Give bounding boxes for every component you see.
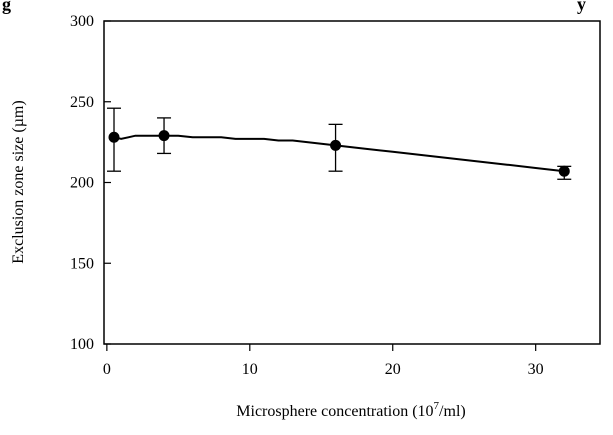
plot-area-frame (103, 20, 601, 345)
y-tick-label: 100 (70, 336, 94, 353)
y-axis-title: Exclusion zone size (µm) (10, 100, 27, 263)
data-point (558, 165, 570, 177)
x-tick-label: 20 (385, 361, 401, 378)
title-fragment-left: g (2, 0, 11, 14)
y-tick-label: 250 (70, 94, 94, 111)
x-axis-title: Microsphere concentration (107/ml) (236, 400, 465, 420)
trend-line-group (113, 134, 565, 173)
x-axis-title-main: Microsphere concentration (10 (236, 403, 433, 420)
y-axis-ticks: 100 150 200 250 300 (70, 13, 111, 353)
x-axis-title-superscript: 7 (434, 400, 440, 412)
x-axis-title-tail: /ml) (439, 403, 466, 420)
data-point (330, 139, 342, 151)
x-tick-label: 30 (528, 361, 544, 378)
trend-line (113, 134, 565, 173)
data-point (158, 130, 170, 142)
y-tick-label: 300 (70, 13, 94, 30)
title-fragment-right: y (577, 0, 586, 14)
data-point (108, 131, 120, 143)
x-tick-label: 10 (242, 361, 258, 378)
x-tick-label: 0 (103, 361, 111, 378)
y-tick-label: 200 (70, 175, 94, 192)
x-axis-ticks: 0 10 20 30 (103, 344, 544, 378)
data-points-group (108, 130, 570, 177)
y-tick-label: 150 (70, 255, 94, 272)
